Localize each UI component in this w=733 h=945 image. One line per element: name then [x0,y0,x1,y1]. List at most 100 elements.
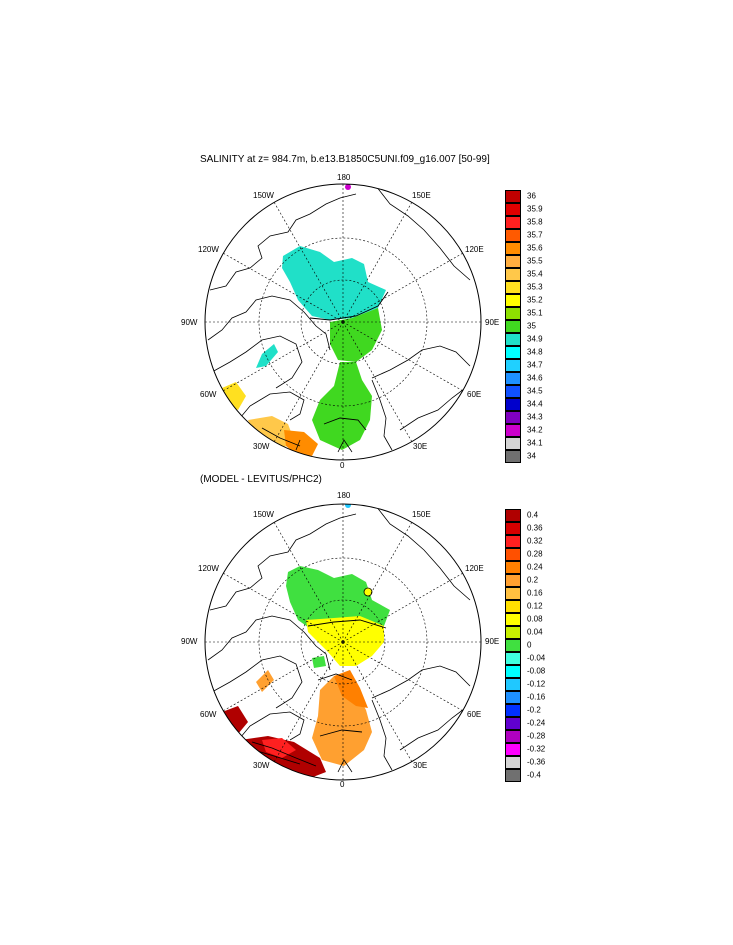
colorbar-label: 0 [527,640,532,650]
colorbar-swatch [505,398,521,411]
colorbar-label: 34.5 [527,386,543,396]
lon-label-90w: 90W [181,637,198,646]
lon-label-30w: 30W [253,761,270,770]
colorbar-label: 0.24 [527,562,543,572]
colorbar-swatch [505,333,521,346]
colorbar-swatch [505,522,521,535]
lon-label-60e: 60E [467,390,482,399]
colorbar-swatch [505,411,521,424]
colorbar-label: 34 [527,451,536,461]
colorbar-label: 36 [527,191,536,201]
colorbar-label: 35.9 [527,204,543,214]
colorbar-swatch [505,704,521,717]
colorbar-swatch [505,574,521,587]
colorbar-swatch [505,372,521,385]
colorbar-label: -0.32 [527,744,546,754]
colorbar-label: 35.3 [527,282,543,292]
colorbar-label: 34.6 [527,373,543,383]
colorbar-label: 34.2 [527,425,543,435]
colorbar-swatch [505,190,521,203]
colorbar-label: -0.12 [527,679,546,689]
colorbar-swatch [505,691,521,704]
colorbar-label: 34.9 [527,334,543,344]
colorbar-swatch [505,535,521,548]
difference-panel: (MODEL - LEVITUS/PHC2) [0,470,733,945]
colorbar-swatch [505,450,521,463]
lon-label-180: 180 [337,173,351,182]
lon-label-150e: 150E [412,191,431,200]
difference-field-labrador-red [222,706,248,734]
salinity-panel: SALINITY at z= 984.7m, b.e13.B1850C5UNI.… [0,0,733,470]
colorbar-swatch [505,385,521,398]
colorbar-label: -0.28 [527,731,546,741]
colorbar-swatch [505,281,521,294]
lon-label-0: 0 [340,780,345,789]
colorbar-label: 35.2 [527,295,543,305]
polar-map [204,183,482,461]
colorbar-swatch [505,639,521,652]
colorbar-swatch [505,424,521,437]
salinity-field-labrador [222,382,246,410]
lon-label-60w: 60W [200,710,217,719]
difference-field-yellow-central [306,616,384,666]
lon-label-90e: 90E [485,318,500,327]
colorbar-label: 34.8 [527,347,543,357]
colorbar-swatch [505,600,521,613]
colorbar-swatch [505,730,521,743]
colorbar-swatch [505,320,521,333]
lon-label-180: 180 [337,491,351,500]
lon-label-150w: 150W [253,191,274,200]
lon-label-60e: 60E [467,710,482,719]
colorbar-swatch [505,437,521,450]
lon-label-150w: 150W [253,510,274,519]
panel-title: SALINITY at z= 984.7m, b.e13.B1850C5UNI.… [200,154,490,165]
panel-title: (MODEL - LEVITUS/PHC2) [200,474,322,485]
colorbar-label: -0.16 [527,692,546,702]
colorbar-label: 35 [527,321,536,331]
colorbar: 36 35.9 35.8 35.7 35.6 35.5 35.4 35.3 35.2 35.1 35… [505,190,565,469]
lon-label-30e: 30E [413,442,428,451]
colorbar-label: 0.12 [527,601,543,611]
colorbar-swatch [505,359,521,372]
lon-label-30w: 30W [253,442,270,451]
lon-label-0: 0 [340,461,345,470]
lon-label-60w: 60W [200,390,217,399]
colorbar-swatch [505,717,521,730]
colorbar-label: -0.24 [527,718,546,728]
colorbar-swatch [505,255,521,268]
salinity-field-baffin [256,344,278,368]
colorbar-label: 0.4 [527,510,539,520]
colorbar-label: 0.04 [527,627,543,637]
colorbar-label: 35.8 [527,217,543,227]
lon-label-90w: 90W [181,318,198,327]
colorbar-swatch [505,561,521,574]
colorbar-swatch [505,242,521,255]
colorbar-swatch [505,307,521,320]
colorbar-swatch [505,678,521,691]
lon-label-120e: 120E [465,564,484,573]
colorbar-swatch [505,743,521,756]
colorbar-swatch [505,548,521,561]
colorbar-label: 0.28 [527,549,543,559]
colorbar-label: 35.7 [527,230,543,240]
difference-field-small-green [312,656,326,668]
colorbar-label: -0.2 [527,705,541,715]
colorbar-swatch [505,509,521,522]
colorbar-swatch [505,769,521,782]
colorbar-swatch [505,203,521,216]
colorbar-label: 35.1 [527,308,543,318]
colorbar-swatch [505,613,521,626]
colorbar-label: -0.08 [527,666,546,676]
colorbar-swatch [505,216,521,229]
colorbar-swatch [505,626,521,639]
difference-field-orange [334,670,368,708]
lon-label-30e: 30E [413,761,428,770]
colorbar-label: 35.4 [527,269,543,279]
colorbar-label: 0.2 [527,575,539,585]
colorbar-swatch [505,294,521,307]
colorbar-label: 0.16 [527,588,543,598]
colorbar-swatch [505,665,521,678]
lon-label-120e: 120E [465,245,484,254]
difference-field-green [286,566,390,630]
colorbar-swatch [505,346,521,359]
